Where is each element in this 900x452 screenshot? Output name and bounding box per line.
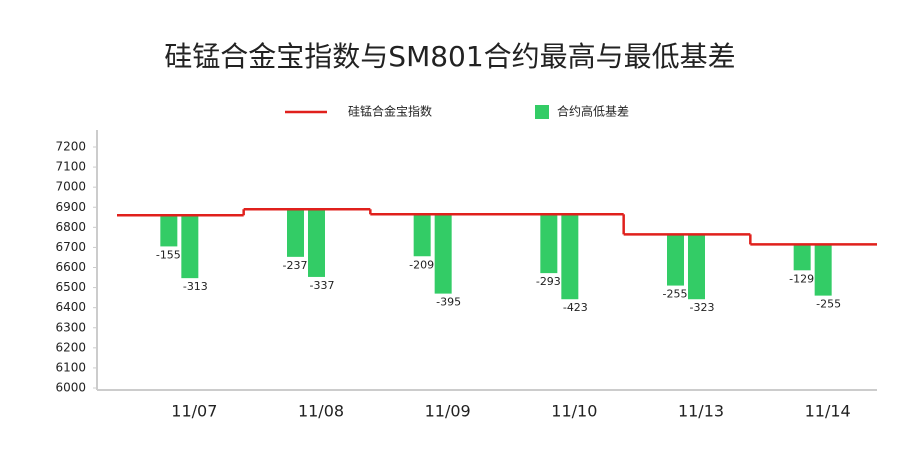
bar bbox=[434, 214, 452, 294]
bar bbox=[308, 209, 325, 277]
legend-label: 合约高低基差 bbox=[557, 104, 629, 119]
value-label: -255 bbox=[816, 298, 841, 311]
x-tick-label: 11/09 bbox=[425, 402, 471, 421]
x-tick-label: 11/10 bbox=[551, 402, 597, 421]
bar bbox=[793, 244, 811, 271]
x-tick-label: 11/08 bbox=[298, 402, 344, 421]
value-label: -323 bbox=[690, 301, 715, 314]
value-label: -155 bbox=[156, 248, 181, 261]
y-tick-label: 6700 bbox=[55, 240, 86, 254]
bar bbox=[667, 234, 684, 286]
bar bbox=[181, 215, 199, 279]
bar bbox=[561, 214, 579, 300]
bar bbox=[688, 234, 705, 300]
y-tick-label: 6200 bbox=[55, 340, 86, 354]
y-tick-label: 7200 bbox=[55, 140, 86, 154]
y-tick-label: 6900 bbox=[55, 200, 86, 214]
bar bbox=[540, 214, 558, 274]
bar bbox=[287, 209, 304, 257]
y-tick-label: 6000 bbox=[55, 381, 86, 395]
value-label: -237 bbox=[283, 259, 308, 272]
y-tick-label: 6300 bbox=[55, 320, 86, 334]
bar bbox=[413, 214, 431, 257]
value-label: -423 bbox=[563, 301, 588, 314]
y-tick-label: 7000 bbox=[55, 180, 86, 194]
value-label: -313 bbox=[183, 280, 208, 293]
y-tick-label: 6500 bbox=[55, 280, 86, 294]
value-label: -209 bbox=[409, 258, 434, 271]
bar bbox=[814, 244, 832, 296]
x-tick-label: 11/13 bbox=[678, 402, 724, 421]
value-label: -395 bbox=[436, 296, 461, 309]
bar bbox=[160, 215, 178, 247]
x-tick-label: 11/07 bbox=[171, 402, 217, 421]
y-tick-label: 6800 bbox=[55, 220, 86, 234]
value-label: -255 bbox=[663, 288, 688, 301]
legend-label: 硅锰合金宝指数 bbox=[348, 104, 432, 119]
y-tick-label: 6600 bbox=[55, 260, 86, 274]
value-label: -337 bbox=[310, 279, 335, 292]
y-tick-label: 7100 bbox=[55, 160, 86, 174]
legend-swatch bbox=[535, 105, 549, 119]
value-label: -129 bbox=[789, 272, 814, 285]
value-label: -293 bbox=[536, 275, 561, 288]
chart-title: 硅锰合金宝指数与SM801合约最高与最低基差 bbox=[164, 40, 735, 73]
x-tick-label: 11/14 bbox=[805, 402, 851, 421]
y-tick-label: 6400 bbox=[55, 300, 86, 314]
y-tick-label: 6100 bbox=[55, 360, 86, 374]
